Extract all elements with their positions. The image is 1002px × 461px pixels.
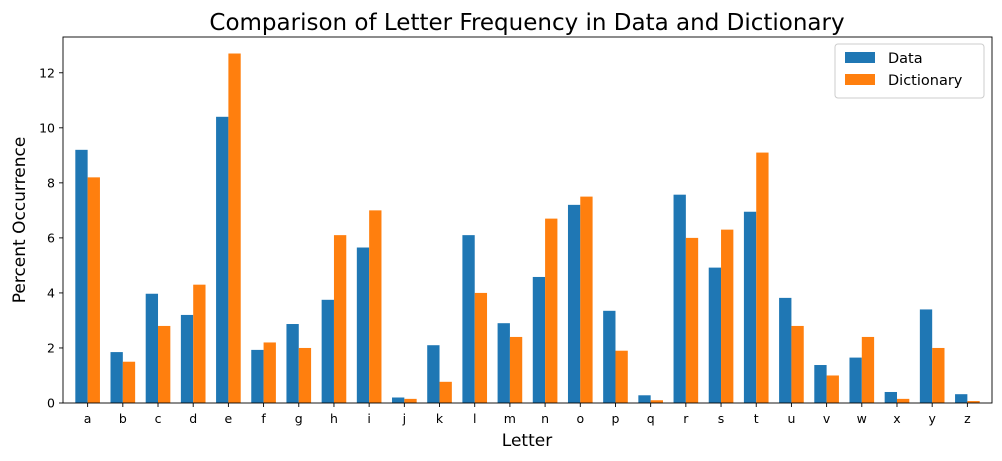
bar-data-p [603, 310, 616, 403]
x-tick-label-h: h [330, 411, 338, 426]
bar-dictionary-c [158, 325, 171, 403]
x-axis-label: Letter [502, 431, 552, 451]
bar-data-v [814, 365, 827, 403]
legend-label-data: Data [888, 51, 923, 67]
bar-data-y [919, 309, 933, 403]
x-tick-label-l: l [473, 411, 476, 426]
bar-data-f [251, 349, 264, 403]
bar-data-q [638, 395, 651, 403]
bar-dictionary-d [193, 284, 206, 403]
bar-dictionary-n [545, 218, 558, 403]
y-tick-label-8: 8 [47, 175, 55, 190]
bar-dictionary-o [580, 196, 593, 403]
bar-data-t [743, 211, 757, 403]
x-tick-label-k: k [436, 411, 444, 426]
bar-data-j [392, 397, 405, 403]
bar-data-w [849, 357, 862, 403]
bar-dictionary-h [333, 235, 347, 403]
bar-data-x [884, 391, 897, 403]
x-tick-label-x: x [893, 411, 900, 426]
x-tick-label-i: i [367, 411, 370, 426]
bar-dictionary-s [721, 229, 734, 403]
axes-frame [62, 36, 993, 404]
legend-swatch-data [845, 52, 875, 63]
y-tick-label-4: 4 [47, 285, 55, 300]
x-tick-label-p: p [612, 411, 620, 426]
bar-data-b [110, 352, 123, 403]
bar-dictionary-w [861, 336, 875, 403]
bar-dictionary-r [685, 237, 699, 403]
bar-dictionary-p [615, 350, 628, 403]
x-tick-label-r: r [683, 411, 689, 426]
x-tick-label-v: v [823, 411, 831, 426]
x-tick-label-w: w [857, 411, 867, 426]
x-tick-label-f: f [261, 411, 266, 426]
y-tick-label-10: 10 [39, 120, 55, 135]
y-axis-label: Percent Occurrence [10, 137, 30, 304]
x-tick-label-d: d [189, 411, 197, 426]
chart-title: Comparison of Letter Frequency in Data a… [209, 10, 844, 36]
bar-data-o [567, 204, 581, 403]
bar-dictionary-e [228, 53, 241, 403]
x-tick-label-a: a [84, 411, 92, 426]
x-tick-label-q: q [647, 411, 655, 426]
bar-data-e [216, 116, 229, 404]
x-tick-label-u: u [787, 411, 795, 426]
bar-data-i [356, 247, 370, 403]
bar-dictionary-q [650, 400, 663, 403]
x-tick-label-j: j [402, 411, 406, 426]
x-tick-label-m: m [504, 411, 516, 426]
bar-data-g [286, 324, 299, 403]
bar-data-r [673, 194, 686, 403]
y-tick-label-12: 12 [39, 65, 55, 80]
x-tick-label-c: c [155, 411, 162, 426]
bar-data-h [321, 299, 334, 403]
bar-dictionary-y [932, 347, 945, 403]
bar-dictionary-f [263, 342, 276, 403]
bar-dictionary-u [791, 325, 804, 403]
bar-dictionary-k [439, 381, 452, 403]
bar-dictionary-g [298, 347, 312, 403]
bar-dictionary-x [896, 398, 910, 403]
bar-dictionary-t [756, 152, 769, 403]
y-tick-label-0: 0 [47, 396, 55, 411]
plot-area: a b c d e f g h i j k l m n o p q r s t u v w x y z 0 2 4 6 8 10 12 [39, 36, 993, 426]
bar-data-u [779, 297, 792, 403]
bar-dictionary-i [369, 210, 382, 403]
bar-data-m [497, 323, 510, 403]
bar-data-s [708, 267, 722, 403]
bar-data-a [75, 149, 88, 403]
x-tick-label-e: e [225, 411, 233, 426]
bar-dictionary-l [474, 292, 488, 403]
bar-dictionary-m [509, 336, 523, 403]
x-tick-label-t: t [754, 411, 759, 426]
bar-dictionary-v [826, 375, 839, 403]
x-tick-label-y: y [928, 411, 936, 426]
bar-dictionary-b [122, 361, 136, 403]
bar-data-k [427, 345, 440, 403]
y-tick-label-2: 2 [47, 340, 55, 355]
bar-data-z [955, 394, 968, 403]
bar-dictionary-z [967, 401, 980, 403]
x-tick-label-z: z [964, 411, 971, 426]
x-tick-label-b: b [119, 411, 127, 426]
x-tick-label-g: g [295, 411, 303, 426]
legend: Data Dictionary [834, 43, 985, 99]
legend-label-dictionary: Dictionary [888, 73, 963, 89]
bar-data-l [462, 235, 475, 403]
bar-data-n [532, 276, 546, 403]
y-tick-label-6: 6 [47, 230, 55, 245]
x-tick-label-s: s [718, 411, 725, 426]
x-tick-label-n: n [541, 411, 549, 426]
bar-data-c [145, 293, 159, 403]
bar-dictionary-j [404, 398, 417, 403]
bar-dictionary-a [87, 177, 100, 403]
x-tick-label-o: o [576, 411, 584, 426]
bar-data-d [180, 314, 194, 403]
legend-swatch-dictionary [845, 74, 875, 85]
